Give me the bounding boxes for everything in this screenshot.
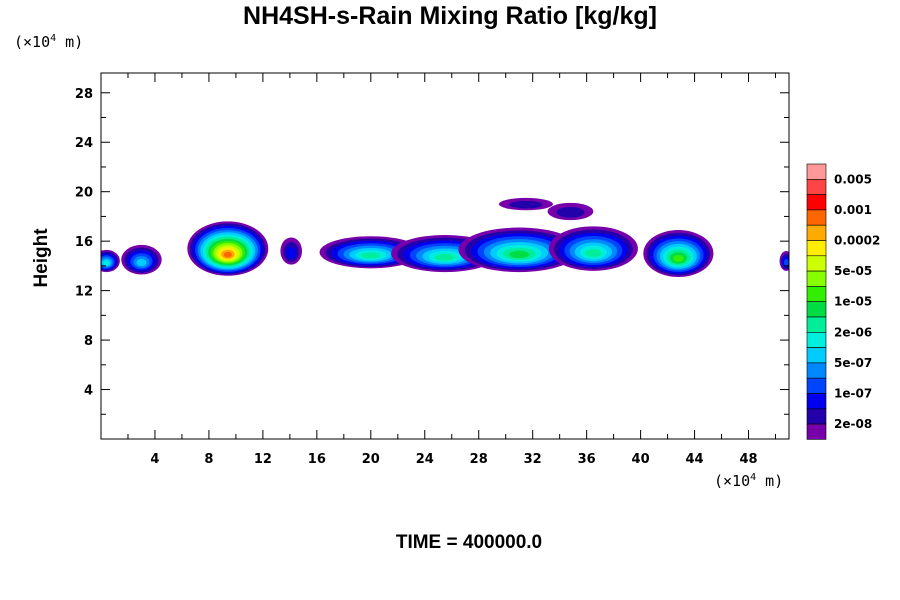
contour-level — [103, 260, 110, 266]
x-tick-label: 8 — [204, 452, 213, 467]
contour-level — [434, 253, 456, 261]
colorbar-swatch — [806, 270, 827, 287]
colorbar-swatch — [806, 179, 827, 195]
contour-level — [286, 246, 297, 259]
x-tick-label: 16 — [308, 452, 326, 467]
heatmap-field — [101, 197, 789, 278]
y-tick-label: 12 — [75, 285, 93, 300]
x-tick-label: 12 — [254, 452, 272, 467]
colorbar-label: 1e-07 — [834, 387, 872, 401]
contour-level — [223, 251, 232, 258]
plot-frame — [100, 72, 790, 440]
x-axis-unit: (×104 m) — [714, 472, 784, 490]
x-tick-label: 48 — [739, 452, 757, 467]
colorbar-swatch — [806, 224, 827, 241]
y-tick-label: 20 — [75, 186, 93, 201]
colorbar-label: 2e-06 — [834, 325, 872, 339]
x-tick-label: 36 — [578, 452, 596, 467]
colorbar-swatch — [806, 423, 827, 440]
chart-title: NH4SH-s-Rain Mixing Ratio [kg/kg] — [243, 2, 657, 30]
colorbar-label: 2e-08 — [834, 417, 872, 431]
contour-level — [585, 248, 602, 258]
x-tick-label: 4 — [150, 452, 159, 467]
colorbar: 0.005 0.001 0.0002 5e-05 1e-05 2e-06 5e-07 1e-0… — [806, 163, 880, 440]
time-label: TIME = 400000.0 — [395, 532, 543, 553]
contour-level — [509, 250, 530, 259]
colorbar-swatch — [806, 377, 827, 394]
colorbar-swatch — [806, 301, 827, 318]
contour-level — [783, 259, 789, 266]
contour-level — [556, 206, 585, 218]
y-tick-label: 4 — [84, 384, 93, 399]
contour-level — [361, 252, 381, 259]
colorbar-swatch — [806, 393, 827, 410]
colorbar-swatch — [806, 286, 827, 302]
colorbar-swatch — [806, 316, 827, 333]
cloud-blob — [643, 230, 714, 278]
x-tick-label: 40 — [632, 452, 650, 467]
colorbar-swatch — [806, 331, 827, 348]
contour-level — [136, 258, 147, 267]
colorbar-label: 1e-05 — [834, 295, 872, 309]
colorbar-swatch — [806, 194, 827, 211]
cloud-blob — [101, 249, 120, 273]
y-axis-unit: (×104 m) — [14, 33, 84, 51]
colorbar-swatch — [806, 163, 827, 180]
colorbar-label: 0.005 — [834, 172, 872, 186]
y-tick-label: 8 — [84, 334, 93, 349]
cloud-blob — [187, 221, 269, 276]
colorbar-label: 5e-05 — [834, 264, 872, 278]
colorbar-swatch — [806, 255, 827, 272]
colorbar-swatch — [806, 347, 827, 364]
colorbar-label: 0.001 — [834, 203, 872, 217]
y-tick-label: 16 — [75, 235, 93, 250]
x-tick-label: 44 — [686, 452, 704, 467]
colorbar-label: 5e-07 — [834, 356, 872, 370]
cloud-blob — [498, 197, 553, 211]
contour-level — [673, 254, 684, 263]
cloud-blob — [547, 202, 594, 221]
x-tick-label: 28 — [470, 452, 488, 467]
y-tick-label: 28 — [75, 87, 93, 102]
x-tick-label: 32 — [524, 452, 542, 467]
cloud-blob — [121, 244, 162, 275]
contour-level — [509, 200, 543, 209]
x-tick-label: 20 — [362, 452, 380, 467]
x-tick-label: 24 — [416, 452, 434, 467]
colorbar-swatch — [806, 240, 827, 257]
cloud-blob — [458, 227, 580, 273]
cloud-blob — [319, 236, 423, 269]
cloud-blob — [280, 237, 303, 265]
colorbar-label: 0.0002 — [834, 234, 880, 248]
colorbar-swatch — [806, 209, 827, 226]
colorbar-swatch — [806, 362, 827, 379]
cloud-blob — [779, 251, 789, 271]
colorbar-swatch — [806, 408, 827, 425]
y-tick-label: 24 — [75, 136, 93, 151]
cloud-blob — [548, 226, 638, 271]
